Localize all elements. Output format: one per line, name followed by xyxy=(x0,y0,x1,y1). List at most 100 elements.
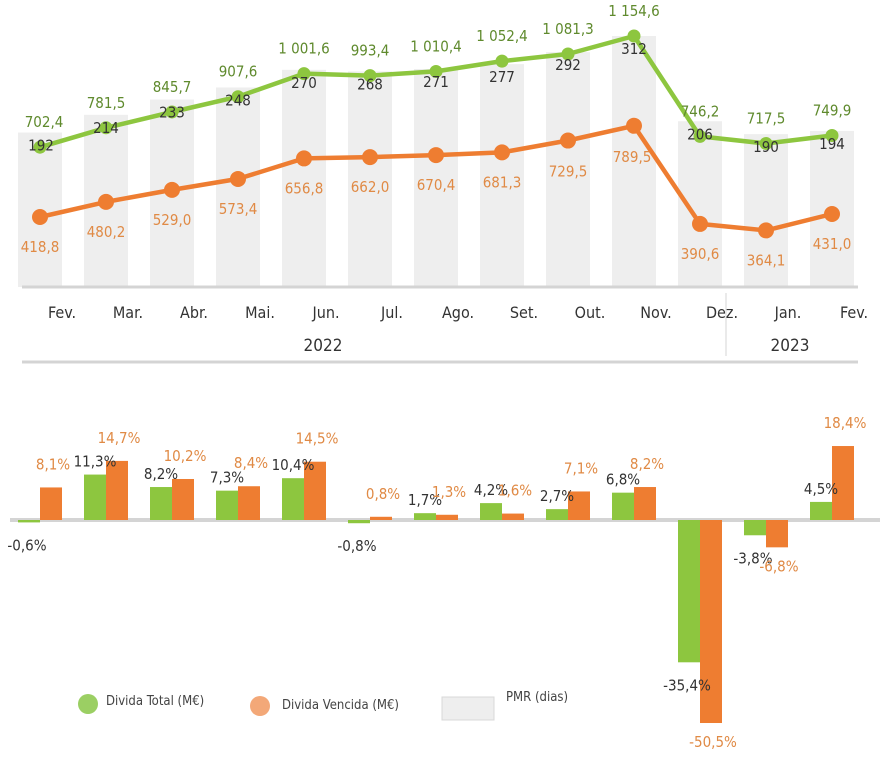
legend-swatch-vencida xyxy=(250,696,270,716)
label-total: 845,7 xyxy=(153,78,192,96)
growth-label-vencida: 8,2% xyxy=(630,455,664,473)
growth-labels: -0,6% 11,3% 8,2% 7,3% 10,4% -0,8% 1,7% 4,2% 2,7%… xyxy=(7,414,866,751)
point-total xyxy=(33,140,47,154)
point-vencida xyxy=(692,215,708,232)
label-pmr: 214 xyxy=(93,119,119,137)
growth-bar-total xyxy=(84,474,106,520)
pmr-bar xyxy=(282,69,326,288)
point-vencida xyxy=(560,132,576,149)
growth-label-total: 7,3% xyxy=(210,469,244,487)
growth-label-vencida: 14,7% xyxy=(98,429,141,447)
label-total: 717,5 xyxy=(747,109,786,127)
growth-bar-vencida xyxy=(370,516,392,520)
growth-bar-vencida xyxy=(700,520,722,724)
point-vencida xyxy=(164,181,180,198)
label-pmr: 312 xyxy=(621,40,647,58)
legend-swatch-pmr xyxy=(441,696,495,721)
point-vencida xyxy=(32,208,48,225)
growth-bar-vencida xyxy=(766,520,788,548)
label-vencida: 681,3 xyxy=(483,173,522,191)
growth-label-total: -3,8% xyxy=(733,549,772,567)
label-vencida: 729,5 xyxy=(549,163,588,181)
growth-bar-total xyxy=(546,509,568,520)
year-labels: 2022 2023 xyxy=(304,336,810,356)
growth-label-vencida: 1,3% xyxy=(432,483,466,501)
label-pmr: 292 xyxy=(555,56,581,74)
label-vencida: 573,4 xyxy=(219,200,258,218)
point-vencida xyxy=(758,222,774,239)
label-total: 1 052,4 xyxy=(476,27,528,45)
label-vencida: 529,0 xyxy=(153,211,192,229)
label-pmr: 277 xyxy=(489,68,515,86)
growth-label-total: -0,8% xyxy=(337,537,376,555)
label-total: 993,4 xyxy=(351,42,390,60)
growth-label-vencida: 1,6% xyxy=(498,482,532,500)
legend-label-vencida: Divida Vencida (M€) xyxy=(282,698,399,713)
month-label: Jul. xyxy=(380,303,403,322)
top-axis xyxy=(22,285,858,364)
month-label: Abr. xyxy=(180,303,208,322)
label-pmr: 271 xyxy=(423,73,449,91)
growth-label-vencida: 8,1% xyxy=(36,455,70,473)
pmr-bar xyxy=(348,71,392,288)
month-label: Set. xyxy=(510,303,538,322)
pmr-bar xyxy=(612,36,656,287)
label-pmr: 190 xyxy=(753,138,779,156)
growth-bar-total xyxy=(678,520,700,663)
growth-label-total: 4,2% xyxy=(474,481,508,499)
growth-label-vencida: 18,4% xyxy=(824,414,867,432)
month-label: Jun. xyxy=(311,303,339,322)
label-total: 746,2 xyxy=(681,102,720,120)
point-vencida xyxy=(824,205,840,222)
point-total xyxy=(165,105,179,119)
series-lines xyxy=(32,29,840,239)
month-labels: Fev. Mar. Abr. Mai. Jun. Jul. Ago. Set. Out. Nov.… xyxy=(48,303,868,322)
month-label: Ago. xyxy=(442,303,474,322)
point-total xyxy=(495,54,509,68)
month-label: Fev. xyxy=(48,303,76,322)
growth-bar-vencida xyxy=(502,513,524,520)
growth-bar-vencida xyxy=(832,446,854,520)
pmr-bar xyxy=(546,52,590,287)
growth-bar-total xyxy=(810,501,832,520)
label-vencida: 656,8 xyxy=(285,179,324,197)
pmr-bar xyxy=(414,68,458,287)
growth-bar-total xyxy=(282,478,304,520)
point-total xyxy=(627,29,641,43)
label-total: 749,9 xyxy=(813,102,852,120)
month-label: Nov. xyxy=(640,303,671,322)
point-total xyxy=(429,64,443,78)
growth-label-total: 11,3% xyxy=(74,453,117,471)
month-label: Fev. xyxy=(840,303,868,322)
point-vencida xyxy=(230,170,246,187)
growth-label-vencida: 7,1% xyxy=(564,459,598,477)
year-label: 2023 xyxy=(771,336,810,356)
label-total: 1 010,4 xyxy=(410,37,462,55)
legend-label-pmr: PMR (dias) xyxy=(506,690,568,705)
growth-bar-vencida xyxy=(106,460,128,520)
pmr-bar xyxy=(744,134,788,287)
growth-label-total: 1,7% xyxy=(408,491,442,509)
growth-bar-vencida xyxy=(40,487,62,520)
growth-label-total: 4,5% xyxy=(804,480,838,498)
label-pmr: 194 xyxy=(819,135,845,153)
point-vencida xyxy=(362,149,378,166)
growth-label-total: 10,4% xyxy=(272,456,315,474)
year-label: 2022 xyxy=(304,336,343,356)
growth-bar-total xyxy=(612,492,634,520)
growth-label-vencida: -50,5% xyxy=(689,733,737,751)
point-total xyxy=(297,67,311,81)
label-pmr: 233 xyxy=(159,104,185,122)
legend-label-total: Divida Total (M€) xyxy=(106,694,204,709)
growth-bar-total xyxy=(348,520,370,524)
month-label: Mai. xyxy=(245,303,275,322)
label-pmr: 248 xyxy=(225,91,251,109)
point-total xyxy=(99,121,113,135)
growth-label-vencida: 10,2% xyxy=(164,447,207,465)
label-vencida: 431,0 xyxy=(813,235,852,253)
label-total: 781,5 xyxy=(87,94,126,112)
growth-bar-total xyxy=(480,503,502,520)
label-vencida: 662,0 xyxy=(351,178,390,196)
label-vencida: 480,2 xyxy=(87,223,126,241)
